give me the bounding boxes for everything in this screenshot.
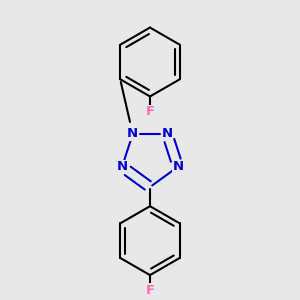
Text: N: N [172, 160, 184, 173]
Text: N: N [162, 128, 173, 140]
Text: N: N [116, 160, 128, 173]
Text: N: N [127, 128, 138, 140]
Text: F: F [146, 284, 154, 297]
Text: F: F [146, 105, 154, 118]
